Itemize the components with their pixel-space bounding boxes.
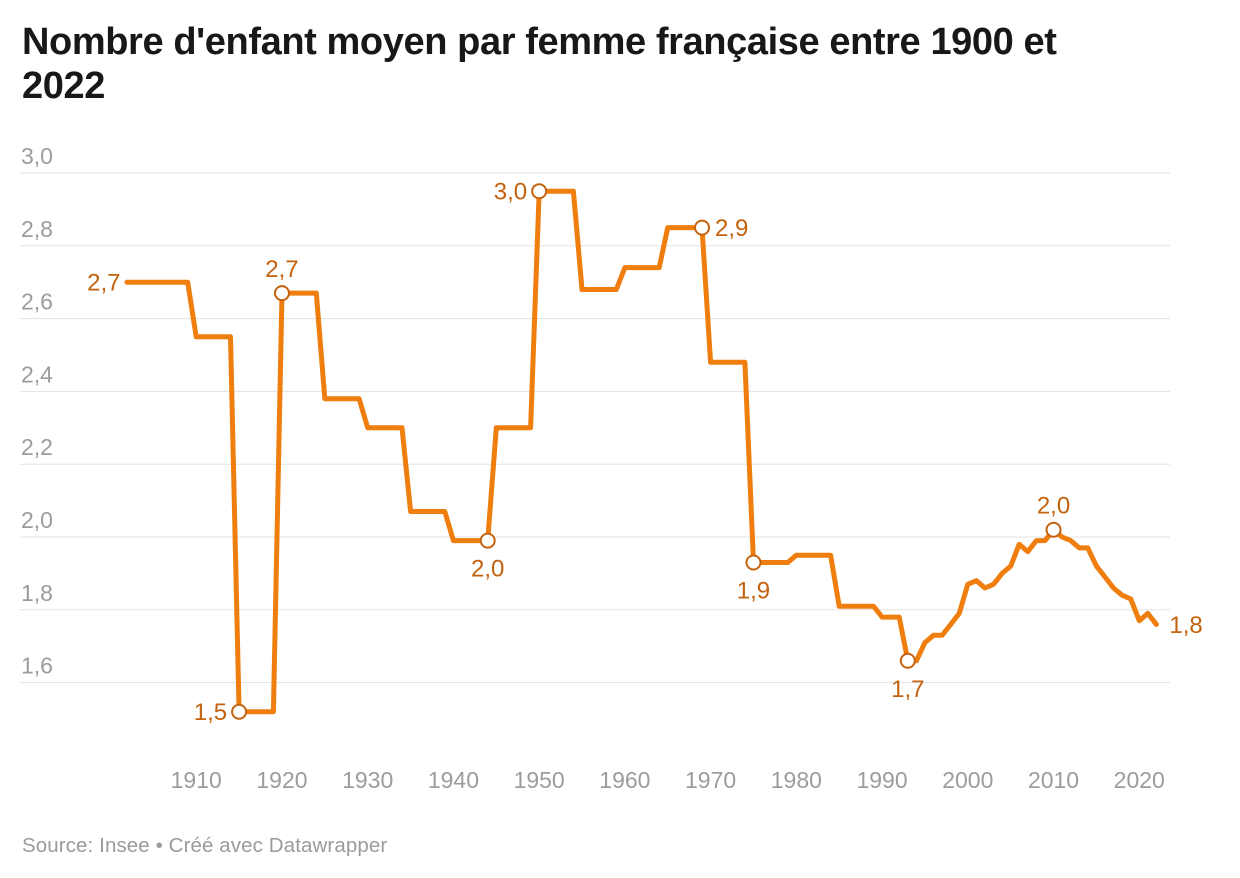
x-axis-tick-label: 1970 bbox=[685, 767, 736, 793]
y-axis-tick-label: 2,8 bbox=[21, 216, 53, 242]
page-title-line1: Nombre d'enfant moyen par femme français… bbox=[22, 21, 1057, 63]
data-point-value-label: 1,5 bbox=[194, 699, 227, 726]
source-note: Source: Insee • Créé avec Datawrapper bbox=[22, 834, 388, 857]
x-axis-tick-label: 1940 bbox=[428, 767, 479, 793]
x-axis-tick-label: 1910 bbox=[171, 767, 222, 793]
data-point-value-label: 1,8 bbox=[1169, 612, 1202, 639]
data-point-marker bbox=[231, 703, 248, 720]
data-point-marker bbox=[1045, 521, 1062, 538]
y-axis-tick-label: 3,0 bbox=[21, 143, 53, 169]
data-point-marker bbox=[273, 285, 290, 302]
data-point-value-label: 2,7 bbox=[265, 256, 298, 283]
data-point-marker bbox=[899, 652, 916, 669]
data-point-marker bbox=[479, 532, 496, 549]
y-axis-tick-label: 1,8 bbox=[21, 580, 53, 606]
y-axis-tick-label: 2,2 bbox=[21, 434, 53, 460]
x-axis-tick-label: 2020 bbox=[1114, 767, 1165, 793]
data-point-marker bbox=[745, 554, 762, 571]
y-axis-tick-label: 2,6 bbox=[21, 289, 53, 315]
y-axis-tick-label: 2,0 bbox=[21, 507, 53, 533]
data-point-value-label: 2,0 bbox=[1037, 493, 1070, 520]
data-point-value-label: 2,9 bbox=[715, 215, 748, 242]
y-axis-tick-label: 2,4 bbox=[21, 361, 53, 387]
x-axis-tick-label: 2000 bbox=[942, 767, 993, 793]
data-point-marker bbox=[694, 219, 711, 236]
x-axis-tick-label: 1980 bbox=[771, 767, 822, 793]
data-point-marker bbox=[531, 183, 548, 200]
page-title-line2: 2022 bbox=[22, 65, 105, 107]
x-axis-tick-label: 1960 bbox=[599, 767, 650, 793]
fertility-trend-line bbox=[124, 188, 1159, 715]
data-point-value-label: 2,7 bbox=[87, 270, 120, 297]
x-axis-tick-label: 1950 bbox=[514, 767, 565, 793]
x-axis-tick-label: 2010 bbox=[1028, 767, 1079, 793]
x-axis-tick-label: 1990 bbox=[856, 767, 907, 793]
data-point-value-label: 2,0 bbox=[471, 556, 504, 583]
data-point-value-label: 1,7 bbox=[891, 676, 924, 703]
x-axis-tick-label: 1930 bbox=[342, 767, 393, 793]
data-point-value-label: 1,9 bbox=[737, 577, 770, 604]
data-point-value-label: 3,0 bbox=[494, 179, 527, 206]
page-title: Nombre d'enfant moyen par femme français… bbox=[22, 20, 1222, 108]
fertility-line-chart: 3,0 2,8 2,6 2,4 2,2 2,0 1,8 1,6 1910 1920 1930 1940… bbox=[20, 143, 1203, 793]
x-axis-tick-label: 1920 bbox=[256, 767, 307, 793]
y-axis-tick-label: 1,6 bbox=[21, 653, 53, 679]
